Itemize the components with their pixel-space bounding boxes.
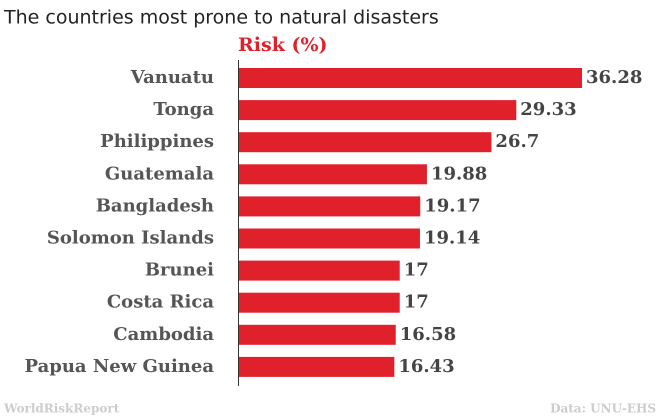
value-label: 16.43 [398,356,454,377]
value-label: 29.33 [520,99,576,120]
value-label: 36.28 [586,67,642,88]
bar [239,196,421,217]
source-left: WorldRiskReport [3,402,120,416]
category-label: Vanuatu [130,67,214,88]
value-label: 19.88 [431,163,487,184]
category-label: Philippines [100,131,214,152]
category-label: Guatemala [105,163,214,184]
value-label: 17 [404,260,429,281]
chart-title: The countries most prone to natural disa… [3,7,439,29]
bar [239,228,420,249]
category-label: Bangladesh [96,195,214,216]
value-label: 16.58 [400,324,456,345]
value-label: 17 [404,292,429,313]
category-label: Cambodia [113,324,214,345]
category-label: Tonga [153,99,214,120]
bar [239,132,492,153]
axis-label: Risk (%) [238,34,328,56]
source-right: Data: UNU-EHS [550,402,656,416]
category-label: Solomon Islands [47,228,214,249]
category-label: Papua New Guinea [25,356,215,377]
bar [239,356,395,377]
value-label: 19.17 [424,195,480,216]
bar [239,260,400,281]
value-label: 26.7 [495,131,539,152]
bar [239,324,396,345]
bar [239,164,427,185]
bar [239,100,517,121]
value-label: 19.14 [424,228,480,249]
category-label: Costa Rica [107,292,214,313]
category-label: Brunei [145,260,214,281]
bar [239,68,582,88]
bar [239,292,400,313]
